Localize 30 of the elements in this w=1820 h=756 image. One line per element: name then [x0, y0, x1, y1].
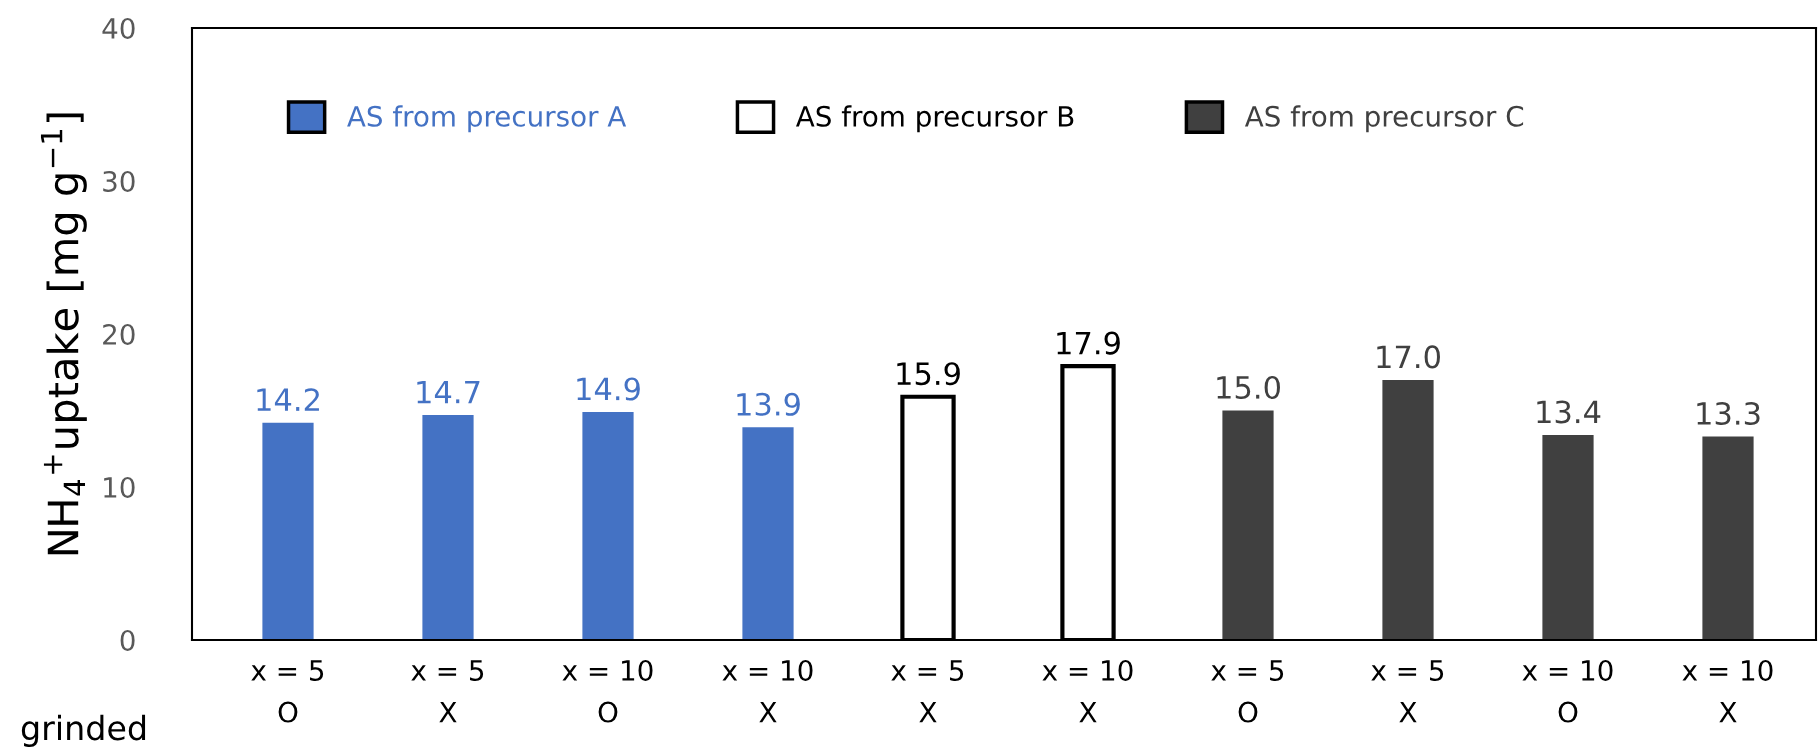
y-tick-label: 30	[103, 170, 135, 192]
data-label: 14.7	[417, 380, 480, 404]
data-label: 13.9	[737, 392, 800, 416]
text: grinded	[21, 714, 146, 747]
data-label: 13.4	[1537, 400, 1601, 424]
data-label: 15.0	[1217, 375, 1280, 400]
x-tick-label: x = 5 X	[411, 660, 484, 723]
legend-label: AS from precursor A	[347, 105, 627, 133]
y-tick-label: 40	[102, 17, 135, 39]
y-tick-label: 20	[103, 323, 135, 345]
data-label: 15.9	[897, 362, 960, 386]
y-tick-label: 10	[104, 476, 135, 498]
x-tick-label: x = 10 X	[1682, 659, 1773, 723]
x-tick-label: x = 10 X	[1042, 659, 1133, 723]
x-tick-label: x = 10 X	[722, 659, 813, 723]
x-tick-label: x = 5 X	[891, 660, 964, 723]
y-axis-title: NH$_{4}$$^{+}$uptake [mg g$^{−1}$]	[40, 113, 87, 555]
data-label: 13.3	[1697, 401, 1760, 426]
x-tick-label: x = 5 O	[1211, 660, 1284, 723]
x-tick-label: x = 5 X	[1371, 660, 1444, 723]
x-tick-label: x = 10 O	[1522, 659, 1613, 723]
data-label: 17.9	[1057, 331, 1120, 355]
data-label: 17.0	[1377, 345, 1440, 369]
data-label: 14.9	[577, 377, 640, 401]
data-label: 14.2	[257, 388, 319, 411]
x-tick-label: x = 10 O	[562, 659, 653, 723]
x-tick-label: x = 5 O	[251, 660, 324, 723]
y-tick-label: 0	[120, 629, 135, 651]
legend-label: AS from precursor B	[795, 105, 1074, 133]
legend-label: AS from precursor C	[1244, 105, 1524, 133]
